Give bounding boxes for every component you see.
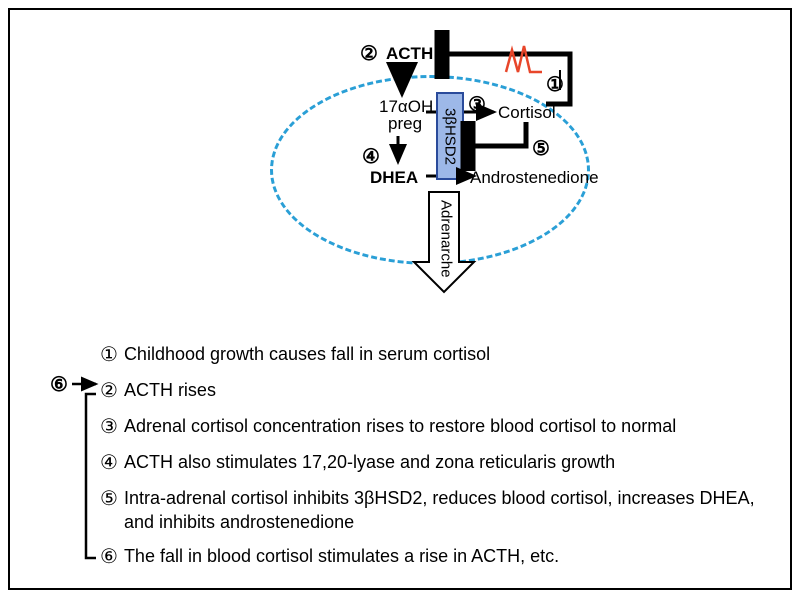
- list-item: ① Childhood growth causes fall in serum …: [100, 342, 770, 369]
- diagram-area: 3βHSD2 ② ACTH 17αOH preg ③ Cortisol ① ④ …: [230, 30, 630, 310]
- list-num: ⑤: [100, 486, 118, 513]
- step1-marker: ①: [546, 72, 564, 97]
- list-text: ACTH rises: [124, 378, 216, 402]
- list-item: ⑤ Intra-adrenal cortisol inhibits 3βHSD2…: [100, 486, 770, 535]
- step3-marker: ③: [468, 92, 486, 117]
- list-num: ④: [100, 450, 118, 477]
- list-text: Intra-adrenal cortisol inhibits 3βHSD2, …: [124, 486, 770, 535]
- ohpreg-label-2: preg: [388, 114, 422, 134]
- list-num: ③: [100, 414, 118, 441]
- enzyme-3bhsd2-box: 3βHSD2: [436, 92, 464, 180]
- step6-loop-marker: ⑥: [50, 372, 68, 397]
- list-text: Childhood growth causes fall in serum co…: [124, 342, 490, 366]
- step2-marker: ②: [360, 41, 378, 66]
- list-num: ⑥: [100, 544, 118, 571]
- dhea-label: DHEA: [370, 168, 418, 188]
- list-text: The fall in blood cortisol stimulates a …: [124, 544, 559, 568]
- cortisol-label: Cortisol: [498, 103, 556, 123]
- enzyme-label: 3βHSD2: [442, 108, 459, 165]
- list-item: ④ ACTH also stimulates 17,20-lyase and z…: [100, 450, 770, 477]
- step4-marker: ④: [362, 144, 380, 169]
- explanation-list: ① Childhood growth causes fall in serum …: [100, 342, 770, 580]
- list-num: ②: [100, 378, 118, 405]
- step5-marker: ⑤: [532, 136, 550, 161]
- list-text: ACTH also stimulates 17,20-lyase and zon…: [124, 450, 615, 474]
- list-item: ③ Adrenal cortisol concentration rises t…: [100, 414, 770, 441]
- figure-frame: 3βHSD2 ② ACTH 17αOH preg ③ Cortisol ① ④ …: [8, 8, 792, 590]
- cortisol-waveform: [506, 46, 542, 72]
- list-item: ⑥ The fall in blood cortisol stimulates …: [100, 544, 770, 571]
- acth-label: ACTH: [386, 44, 433, 64]
- list-item: ② ACTH rises: [100, 378, 770, 405]
- list-num: ①: [100, 342, 118, 369]
- androstenedione-label: Androstenedione: [470, 168, 599, 188]
- list-text: Adrenal cortisol concentration rises to …: [124, 414, 676, 438]
